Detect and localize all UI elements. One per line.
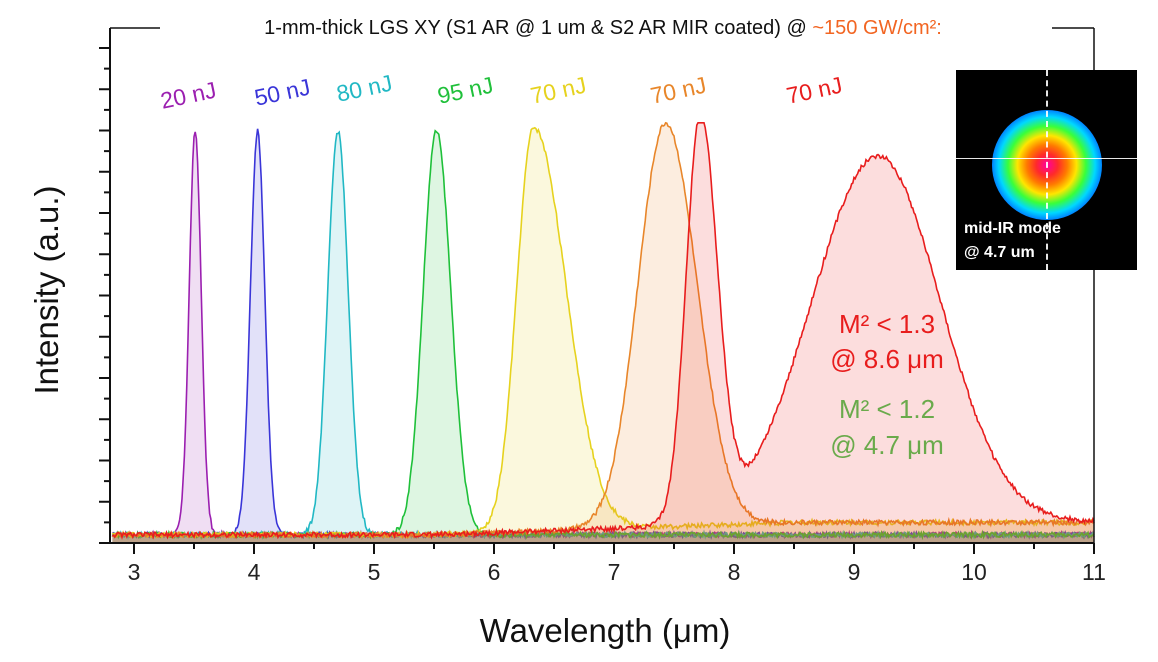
x-axis-title: Wavelength (μm) (480, 612, 731, 649)
chart-title-highlight: ~150 GW/cm²: (812, 17, 941, 39)
x-tick-label: 7 (608, 559, 621, 585)
red-m2-annotation-line2: @ 8.6 μm (830, 344, 944, 374)
x-tick-label: 4 (248, 559, 261, 585)
pulse-label-7: 70 nJ (784, 72, 844, 109)
x-tick-label: 8 (728, 559, 741, 585)
pulse-label-1: 20 nJ (158, 77, 218, 114)
pulse-label-6: 70 nJ (648, 72, 708, 109)
chart-title-main: 1-mm-thick LGS XY (S1 AR @ 1 um & S2 AR … (264, 17, 812, 39)
pulse-label-3: 80 nJ (334, 70, 394, 107)
x-tick-label: 3 (128, 559, 141, 585)
x-tick-label: 10 (961, 559, 987, 585)
x-tick-label: 9 (848, 559, 861, 585)
red-m2-annotation-line1: M² < 1.3 (839, 309, 935, 339)
spectrum-fill-7 (112, 122, 1094, 544)
spectra-series (111, 121, 1095, 544)
inset-caption-line2: @ 4.7 um (964, 244, 1035, 261)
spectrum-line-7 (112, 122, 1095, 540)
green-m2-annotation-line2: @ 4.7 μm (830, 430, 944, 460)
green-m2-annotation-line1: M² < 1.2 (839, 394, 935, 424)
pulse-energy-labels: 20 nJ 50 nJ 80 nJ 95 nJ 70 nJ 70 nJ 70 nJ (158, 70, 844, 114)
pulse-label-2: 50 nJ (252, 74, 312, 111)
x-tick-label: 6 (488, 559, 501, 585)
pulse-label-5: 70 nJ (528, 72, 588, 109)
inset-caption-line1: mid-IR mode (964, 220, 1061, 237)
y-axis-title: Intensity (a.u.) (28, 185, 65, 394)
x-tick-label: 11 (1082, 559, 1106, 585)
inset-crosshair-vertical (1046, 70, 1048, 270)
beam-profile-inset: mid-IR mode @ 4.7 um (956, 70, 1137, 270)
pulse-label-4: 95 nJ (435, 72, 495, 109)
spectrum-line-6 (111, 121, 1095, 540)
x-tick-label: 5 (368, 559, 381, 585)
chart-title: 1-mm-thick LGS XY (S1 AR @ 1 um & S2 AR … (264, 17, 942, 39)
axes (109, 27, 1095, 544)
axis-ticks: 3 4 5 6 7 8 9 10 11 (99, 47, 1106, 585)
